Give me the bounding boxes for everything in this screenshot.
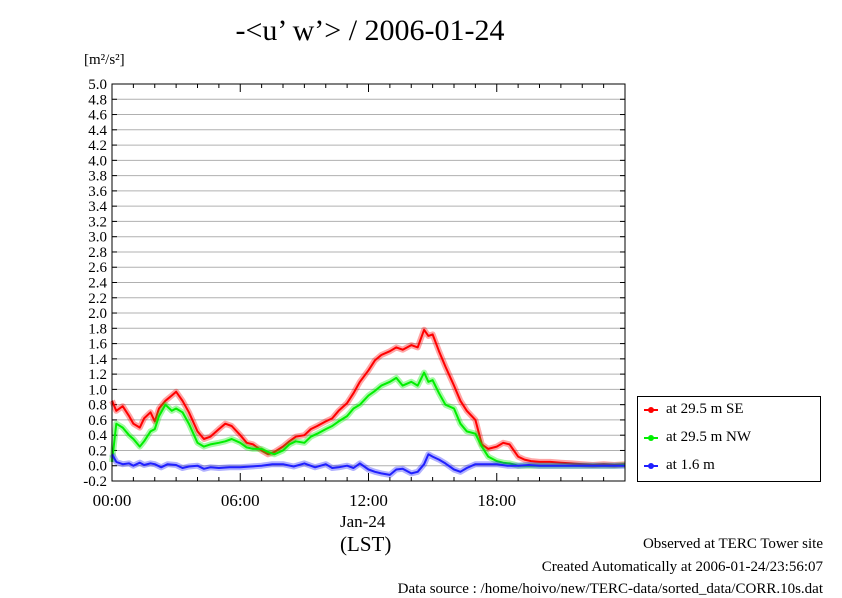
y-tick-label: 2.0 — [88, 306, 107, 322]
y-tick-label: 3.6 — [88, 184, 107, 200]
y-tick-label: 3.4 — [88, 199, 107, 215]
y-tick-label: 1.2 — [88, 367, 107, 383]
y-tick-label: 0.6 — [88, 413, 107, 429]
series-line-0 — [111, 328, 626, 466]
series-lines — [109, 326, 626, 478]
y-tick-label: 1.4 — [88, 352, 107, 368]
footer-source: Data source : /home/hoivo/new/TERC-data/… — [397, 581, 823, 597]
y-tick-label: 0.4 — [88, 428, 107, 444]
series-line-2 — [111, 453, 625, 476]
series-line-1 — [111, 371, 626, 467]
y-tick-label: 3.0 — [88, 230, 107, 246]
footer-created: Created Automatically at 2006-01-24/23:5… — [541, 559, 823, 575]
legend-swatch-nw — [644, 434, 658, 441]
x-tick-label: 12:00 — [349, 491, 388, 510]
y-tick-label: 5.0 — [88, 77, 107, 93]
legend-label-1-6m: at 1.6 m — [666, 457, 715, 473]
y-tick-label: 0.8 — [88, 398, 107, 414]
y-tick-label: 0.2 — [88, 443, 107, 459]
y-axis-ticks: 5.04.84.64.44.24.03.83.63.43.23.02.82.62… — [83, 77, 625, 490]
x-axis-label: (LST) — [340, 532, 392, 556]
y-tick-label: 1.0 — [88, 382, 107, 398]
y-axis-unit: [m²/s²] — [84, 52, 125, 68]
chart-title: -<u’ w’> / 2006-01-24 — [235, 14, 505, 47]
x-axis-date-label: Jan-24 — [340, 512, 386, 531]
y-tick-label: 4.0 — [88, 153, 107, 169]
x-axis-ticks: 00:00 06:00 12:00 18:00 — [93, 84, 626, 510]
y-tick-label: 2.4 — [88, 276, 107, 292]
legend-swatch-se — [644, 406, 658, 413]
x-tick-label: 00:00 — [93, 491, 132, 510]
y-tick-label: 1.8 — [88, 321, 107, 337]
x-tick-label: 06:00 — [221, 491, 260, 510]
legend-label-nw: at 29.5 m NW — [666, 429, 751, 445]
y-tick-label: 4.2 — [88, 138, 107, 154]
legend-swatch-1-6m — [644, 462, 658, 469]
y-tick-label: 2.8 — [88, 245, 107, 261]
y-tick-label: 1.6 — [88, 337, 107, 353]
y-tick-label: 2.6 — [88, 260, 107, 276]
series-band-1 — [109, 369, 626, 469]
y-tick-label: -0.2 — [83, 474, 107, 490]
legend-item-nw: at 29.5 m NW — [644, 429, 751, 446]
legend-item-se: at 29.5 m SE — [644, 401, 744, 418]
series-band-2 — [109, 451, 625, 478]
y-tick-label: 0.0 — [88, 459, 107, 475]
footer-observed: Observed at TERC Tower site — [642, 536, 823, 552]
legend-item-1-6m: at 1.6 m — [644, 457, 715, 474]
y-tick-label: 4.6 — [88, 108, 107, 124]
x-tick-label: 18:00 — [477, 491, 516, 510]
y-tick-label: 2.2 — [88, 291, 107, 307]
y-tick-label: 4.4 — [88, 123, 107, 139]
y-tick-label: 3.8 — [88, 169, 107, 185]
y-tick-label: 4.8 — [88, 92, 107, 108]
y-tick-label: 3.2 — [88, 214, 107, 230]
legend-label-se: at 29.5 m SE — [666, 401, 744, 417]
legend: at 29.5 m SE at 29.5 m NW at 1.6 m — [637, 396, 821, 482]
plot-frame — [111, 83, 626, 482]
